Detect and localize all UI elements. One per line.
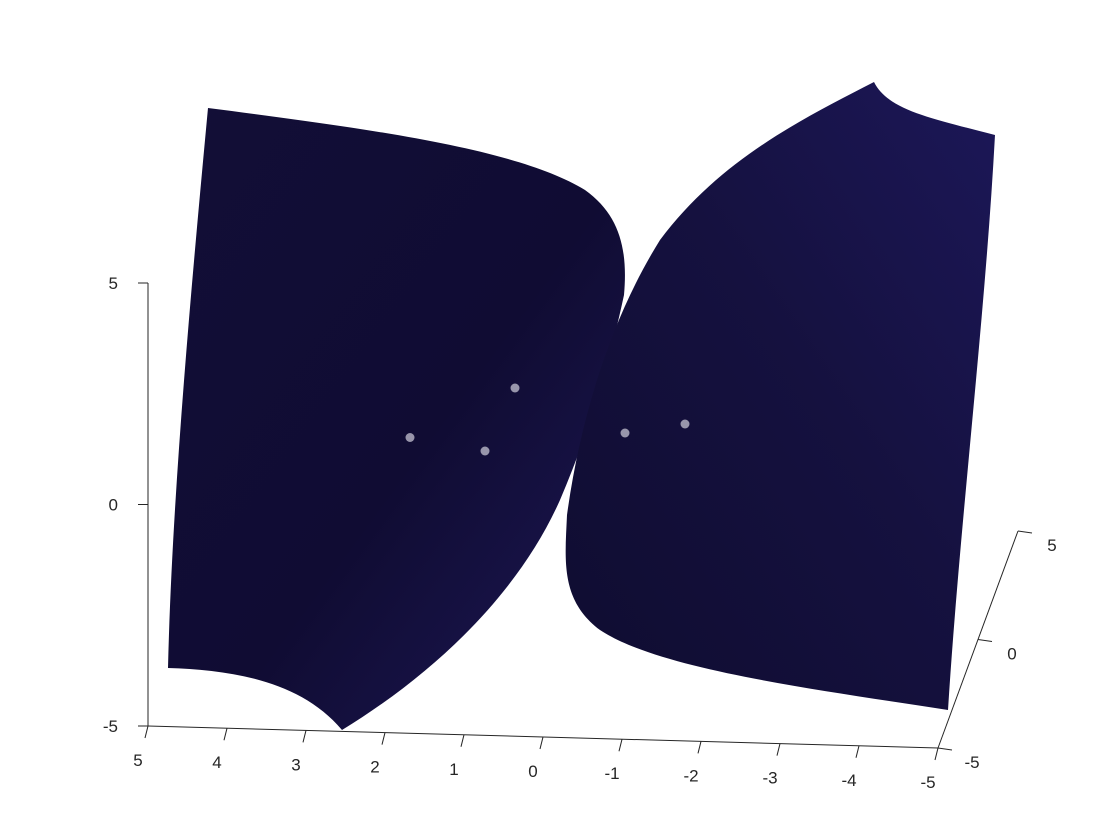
x-tick-label: 1 (449, 760, 458, 779)
y-tick-mark (937, 747, 953, 751)
x-tick-label: 3 (291, 755, 300, 774)
y-tick-label: -5 (964, 753, 979, 772)
z-tick-label: 5 (109, 274, 118, 293)
scatter-point (480, 446, 490, 456)
x-tick-label: 2 (370, 758, 379, 777)
scatter-point (405, 433, 415, 442)
x-tick-label: -3 (762, 769, 777, 788)
surface-sheet-right (565, 82, 995, 710)
z-tick-label: -5 (103, 717, 118, 736)
x-tick-mark (381, 732, 386, 745)
x-tick-label: -2 (683, 766, 698, 785)
x-tick-mark (460, 734, 465, 747)
x-tick-mark (697, 741, 702, 754)
x-tick-mark (934, 747, 939, 761)
x-tick-label: 0 (528, 762, 537, 781)
x-tick-label: 4 (212, 753, 221, 772)
scatter-point (510, 383, 520, 393)
x-tick-mark (776, 743, 781, 756)
points-layer (405, 383, 690, 456)
scatter-point (620, 428, 630, 438)
x-tick-label: -1 (604, 764, 619, 783)
z-tick-label: 0 (109, 496, 118, 515)
x-tick-mark (223, 728, 228, 741)
x-tick-label: 5 (133, 751, 142, 770)
x-tick-mark (855, 745, 860, 758)
x-tick-mark (539, 736, 544, 750)
x-tick-label: -5 (920, 773, 935, 792)
surface-sheets (168, 82, 995, 730)
x-tick-mark (618, 739, 623, 752)
y-tick-mark (1017, 530, 1033, 534)
surface-sheet-left (168, 108, 625, 730)
scatter-point (680, 419, 690, 429)
x-tick-mark (144, 725, 149, 739)
y-tick-mark (977, 639, 993, 642)
x-tick-mark (302, 730, 307, 743)
x-tick-label: -4 (841, 771, 856, 790)
ticks-layer: 5 4 3 2 1 0 -1 -2 -3 -4 -5 5 0 -5 5 0 -5 (103, 274, 1057, 792)
y-tick-label: 0 (1007, 645, 1016, 664)
y-tick-label: 5 (1047, 536, 1056, 555)
